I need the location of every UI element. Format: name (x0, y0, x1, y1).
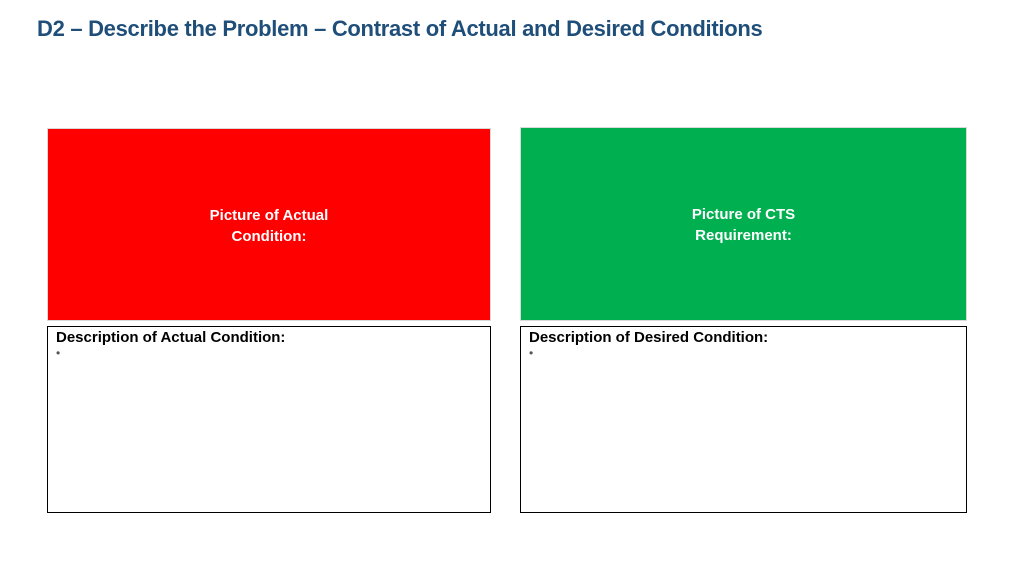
desired-condition-description-box[interactable]: Description of Desired Condition: • (520, 326, 967, 513)
cts-requirement-picture-box[interactable]: Picture of CTS Requirement: (520, 127, 967, 321)
actual-condition-description-heading: Description of Actual Condition: (56, 329, 286, 346)
desired-condition-bullet: • (529, 346, 534, 360)
actual-condition-bullet: • (56, 346, 61, 360)
actual-condition-description-box[interactable]: Description of Actual Condition: • (47, 326, 491, 513)
desired-condition-description-heading: Description of Desired Condition: (529, 329, 769, 346)
slide-title: D2 – Describe the Problem – Contrast of … (37, 16, 763, 41)
cts-requirement-picture-label: Picture of CTS Requirement: (691, 206, 796, 244)
actual-condition-picture-label: Picture of Actual Condition: (209, 207, 329, 245)
actual-condition-picture-box[interactable]: Picture of Actual Condition: (47, 128, 491, 321)
